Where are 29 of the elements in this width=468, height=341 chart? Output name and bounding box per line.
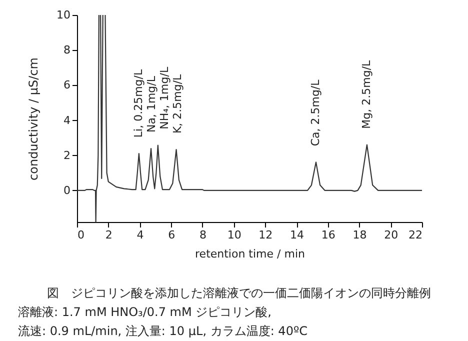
y-axis-title: conductivity / μS/cm — [26, 58, 41, 180]
y-tick-label: 0 — [64, 184, 70, 197]
x-tick-label: 14 — [290, 228, 304, 242]
y-tick-label: 6 — [64, 78, 70, 92]
annotation: Mg, 2.5mg/L — [360, 59, 373, 129]
x-tick-label: 10 — [227, 228, 242, 242]
x-tick-label: 20 — [384, 228, 398, 242]
x-tick-label: 22 — [408, 228, 422, 242]
y-tick-label: 4 — [64, 114, 70, 127]
annotation: Na, 1mg/L — [144, 75, 158, 132]
x-tick-label: 4 — [136, 228, 144, 242]
annotation: NH₄, 1mg/L — [158, 66, 171, 130]
x-axis-title: retention time / min — [195, 248, 306, 260]
y-tick-label: 10 — [56, 8, 70, 22]
text: 溶離液: 1.7 mM HNO₃/0.7 mM ジピコリン酸, — [17, 304, 272, 321]
x-tick-label: 12 — [258, 228, 273, 242]
text: 図 ジピコリン酸を添加した溶離液での一価二価陽イオンの同時分離例 — [46, 285, 432, 302]
x-tick-label: 0 — [78, 228, 84, 242]
text: 流速: 0.9 mL/min, 注入量: 10 μL, カラム温度: 40ºC — [17, 323, 308, 340]
x-tick-label: 2 — [105, 228, 112, 242]
annotation: Li, 0.25mg/L — [132, 68, 145, 138]
y-tick-label: 2 — [64, 148, 70, 162]
x-tick-label: 6 — [168, 228, 176, 242]
x-tick-label: 18 — [352, 228, 367, 242]
annotation: Ca, 2.5mg/L — [308, 78, 322, 146]
x-tick-label: 16 — [321, 228, 336, 242]
y-tick-label: 8 — [64, 44, 70, 57]
x-tick-label: 8 — [199, 228, 206, 242]
annotation: K, 2.5mg/L — [170, 73, 184, 134]
